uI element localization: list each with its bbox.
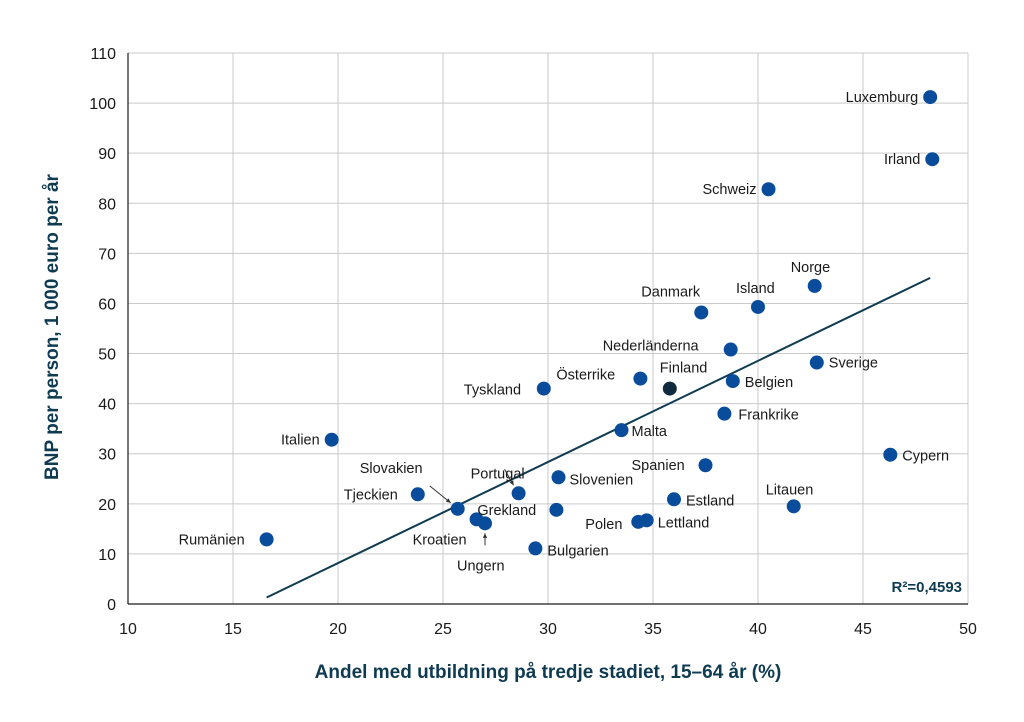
- point-labels: Luxemburg Irland Schweiz Norge Island Danmark…: [179, 90, 949, 574]
- y-tick-label: 80: [98, 196, 116, 213]
- data-point: [667, 492, 681, 507]
- data-point: [551, 470, 566, 485]
- data-point: [614, 423, 629, 438]
- point-label: Belgien: [745, 375, 793, 391]
- leader-arrowhead: [445, 498, 451, 503]
- point-label: Island: [736, 281, 775, 297]
- y-tick-label: 50: [98, 347, 116, 364]
- point-label: Sverige: [829, 356, 878, 372]
- point-label: Österrike: [556, 366, 615, 384]
- x-tick-label: 20: [329, 621, 347, 638]
- y-tick-label: 10: [98, 547, 116, 564]
- y-tick-label: 60: [98, 296, 116, 313]
- point-label: Portugal: [471, 466, 525, 482]
- data-point: [631, 514, 646, 529]
- data-point: [751, 299, 765, 314]
- x-axis-title: Andel med utbildning på tredje stadiet, …: [315, 662, 782, 683]
- trendline: [266, 277, 931, 599]
- data-point: [809, 355, 824, 370]
- data-point: [324, 432, 339, 447]
- data-point: [698, 458, 713, 473]
- y-tick-label: 90: [98, 146, 116, 163]
- data-point: [410, 487, 425, 502]
- y-tick-label: 30: [98, 447, 116, 464]
- data-points: [259, 90, 940, 556]
- point-label: Lettland: [658, 515, 710, 531]
- point-label: Norge: [791, 260, 831, 276]
- point-label: Malta: [632, 424, 668, 440]
- point-label: Schweiz: [703, 182, 757, 198]
- data-point: [786, 499, 801, 514]
- leader-arrowhead: [482, 533, 488, 538]
- point-label: Grekland: [477, 503, 536, 519]
- data-point: [807, 278, 822, 293]
- point-label: Tyskland: [464, 383, 521, 399]
- x-tick-label: 40: [749, 621, 767, 638]
- data-point: [536, 381, 551, 396]
- x-tick-label: 45: [854, 621, 872, 638]
- y-tick-label: 70: [98, 246, 116, 263]
- point-label: Rumänien: [179, 532, 245, 548]
- point-label: Litauen: [766, 482, 814, 498]
- x-tick-label: 10: [119, 621, 137, 638]
- data-point: [717, 406, 732, 421]
- x-tick-label: 30: [539, 621, 557, 638]
- point-label: Bulgarien: [547, 543, 608, 559]
- data-point: [478, 516, 492, 531]
- point-label: Danmark: [641, 284, 701, 300]
- point-label: Spanien: [632, 458, 685, 474]
- y-tick-label: 0: [107, 597, 116, 614]
- data-point: [883, 447, 898, 462]
- data-point: [259, 532, 274, 547]
- data-point: [528, 541, 543, 556]
- data-point: [511, 486, 526, 501]
- trendline-layer: [266, 277, 931, 599]
- label-leaders: [429, 469, 515, 546]
- data-point: [761, 182, 776, 197]
- data-point: [723, 342, 738, 357]
- point-label: Irland: [884, 152, 920, 168]
- gridlines: [128, 52, 969, 604]
- label-leader: [429, 485, 452, 504]
- data-point: [549, 502, 564, 517]
- y-tick-label: 20: [98, 497, 116, 514]
- point-label: Slovakien: [360, 461, 423, 477]
- point-label: Luxemburg: [846, 90, 919, 106]
- point-label: Tjeckien: [344, 487, 398, 503]
- x-tick-label: 35: [644, 621, 662, 638]
- leader-arrowhead: [509, 480, 514, 486]
- x-tick-label: 25: [434, 621, 452, 638]
- data-point: [450, 501, 465, 516]
- point-label: Estland: [686, 493, 734, 509]
- point-label: Italien: [281, 433, 320, 449]
- data-point: [662, 381, 677, 396]
- point-label: Slovenien: [570, 472, 634, 488]
- point-label: Nederländerna: [603, 339, 700, 355]
- x-tick-label: 50: [959, 621, 977, 638]
- y-tick-label: 100: [89, 96, 116, 113]
- data-point: [694, 305, 709, 320]
- point-label: Ungern: [457, 558, 505, 574]
- r-squared-annotation: R²=0,4593: [892, 579, 962, 596]
- point-label: Polen: [585, 517, 622, 533]
- point-label: Kroatien: [413, 532, 467, 548]
- data-point: [633, 371, 648, 386]
- x-tick-label: 15: [224, 621, 242, 638]
- y-tick-label: 40: [98, 397, 116, 414]
- point-label: Frankrike: [738, 408, 798, 424]
- point-label: Cypern: [902, 449, 949, 465]
- point-label: Finland: [660, 361, 708, 377]
- data-point: [725, 374, 740, 389]
- data-point: [923, 90, 938, 105]
- y-tick-label: 110: [90, 46, 116, 63]
- data-point: [925, 152, 940, 167]
- y-axis-title: BNP per person, 1 000 euro per år: [42, 173, 63, 479]
